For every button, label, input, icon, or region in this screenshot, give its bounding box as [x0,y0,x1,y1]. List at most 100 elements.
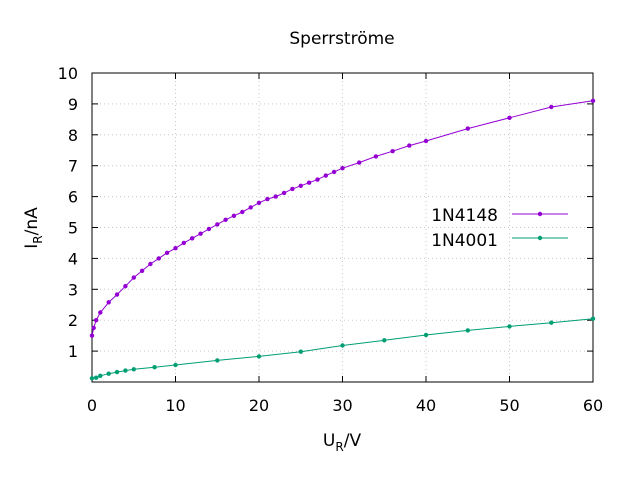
data-point-1n4148 [190,236,195,241]
data-point-1n4148 [89,333,95,338]
data-point-1n4148 [281,190,287,196]
y-tick-label: 8 [68,126,78,145]
data-point-1n4148 [98,310,103,315]
legend-label-1n4148: 1N4148 [431,206,498,226]
x-tick-label: 20 [249,396,269,415]
y-axis-label-main: I [22,244,42,249]
axis-ticks [91,72,594,382]
x-tick-label: 30 [332,396,352,415]
x-axis-label-rest: /V [344,431,362,451]
y-axis-label-sub: R [31,235,45,243]
data-point-1n4001 [98,373,103,378]
y-tick-label: 7 [68,157,78,176]
data-point-1n4001 [382,338,387,343]
data-point-1n4148 [106,300,111,305]
data-point-1n4148 [306,180,312,185]
data-point-1n4148 [156,256,161,261]
x-tick-label: 0 [87,396,97,415]
data-point-1n4148 [407,143,412,148]
data-point-1n4148 [181,240,186,246]
series-line-1n4148 [91,100,594,336]
data-point-1n4001 [340,343,345,348]
data-point-1n4148 [131,275,136,280]
data-point-1n4148 [390,149,395,154]
x-axis-label: UR/V [323,431,362,454]
legend-marker-1n4148 [537,211,543,217]
data-point-1n4001 [465,328,470,333]
data-point-1n4148 [590,98,596,104]
plot-frame [91,72,594,383]
y-tick-label: 9 [68,95,78,114]
data-point-1n4001 [89,376,95,381]
data-point-1n4001 [590,316,596,321]
data-point-1n4148 [240,209,245,215]
data-point-1n4001 [256,354,262,359]
data-point-1n4001 [131,367,136,372]
data-point-1n4001 [123,368,128,373]
y-axis-label: IR/nA [22,207,45,249]
y-tick-label: 3 [68,280,78,299]
data-point-1n4148 [315,177,320,182]
tick-labels: 0 10 20 30 40 50 60 1 2 3 4 5 6 7 8 9 10 [58,64,604,415]
grid [91,72,594,382]
data-point-1n4148 [290,186,295,192]
legend: 1N4148 1N4001 [431,206,568,251]
data-point-1n4148 [323,173,328,178]
y-axis-label-rest: /nA [22,207,42,236]
x-tick-label: 10 [165,396,185,415]
data-point-1n4001 [215,358,220,363]
x-axis-label-sub: R [335,440,343,454]
data-point-1n4148 [139,268,145,273]
data-point-1n4148 [91,325,96,331]
x-tick-label: 60 [583,396,603,415]
x-axis-label-main: U [323,431,335,451]
data-point-1n4148 [223,217,228,222]
data-point-1n4001 [507,324,512,329]
data-point-1n4148 [298,183,303,188]
data-point-1n4001 [114,369,120,375]
data-point-1n4148 [256,200,262,205]
series-1n4001 [89,316,596,381]
series-1n4148 [89,98,596,338]
data-point-1n4001 [173,362,178,368]
data-point-1n4148 [164,250,170,255]
data-point-1n4001 [549,320,554,325]
data-point-1n4148 [265,196,270,202]
data-point-1n4148 [198,231,203,236]
data-point-1n4001 [152,365,157,370]
data-point-1n4148 [357,160,362,165]
y-tick-label: 5 [68,219,78,238]
data-point-1n4148 [206,226,212,232]
y-tick-label: 4 [68,249,78,268]
data-point-1n4148 [549,104,554,110]
y-tick-label: 2 [68,311,78,330]
data-point-1n4148 [148,261,153,267]
data-point-1n4148 [465,126,470,131]
data-point-1n4148 [507,115,512,121]
data-point-1n4148 [114,292,120,297]
data-point-1n4148 [331,169,337,175]
legend-label-1n4001: 1N4001 [431,231,498,251]
data-point-1n4148 [173,246,178,251]
data-point-1n4148 [123,284,128,289]
y-tick-label: 6 [68,188,78,207]
chart-title: Sperrströme [289,29,394,49]
x-tick-label: 50 [499,396,519,415]
data-point-1n4148 [423,138,429,144]
data-point-1n4148 [248,205,253,210]
data-point-1n4148 [231,213,237,218]
y-tick-label: 10 [58,64,78,83]
data-point-1n4001 [94,375,99,380]
legend-marker-1n4001 [537,235,543,241]
data-point-1n4148 [94,318,99,323]
y-tick-label: 1 [68,342,78,361]
data-point-1n4001 [423,332,429,338]
data-point-1n4001 [298,349,303,354]
series-layer [89,98,596,381]
data-point-1n4148 [215,222,220,227]
data-point-1n4148 [373,154,379,159]
data-point-1n4148 [273,194,278,199]
x-tick-label: 40 [416,396,436,415]
data-point-1n4148 [340,166,345,171]
